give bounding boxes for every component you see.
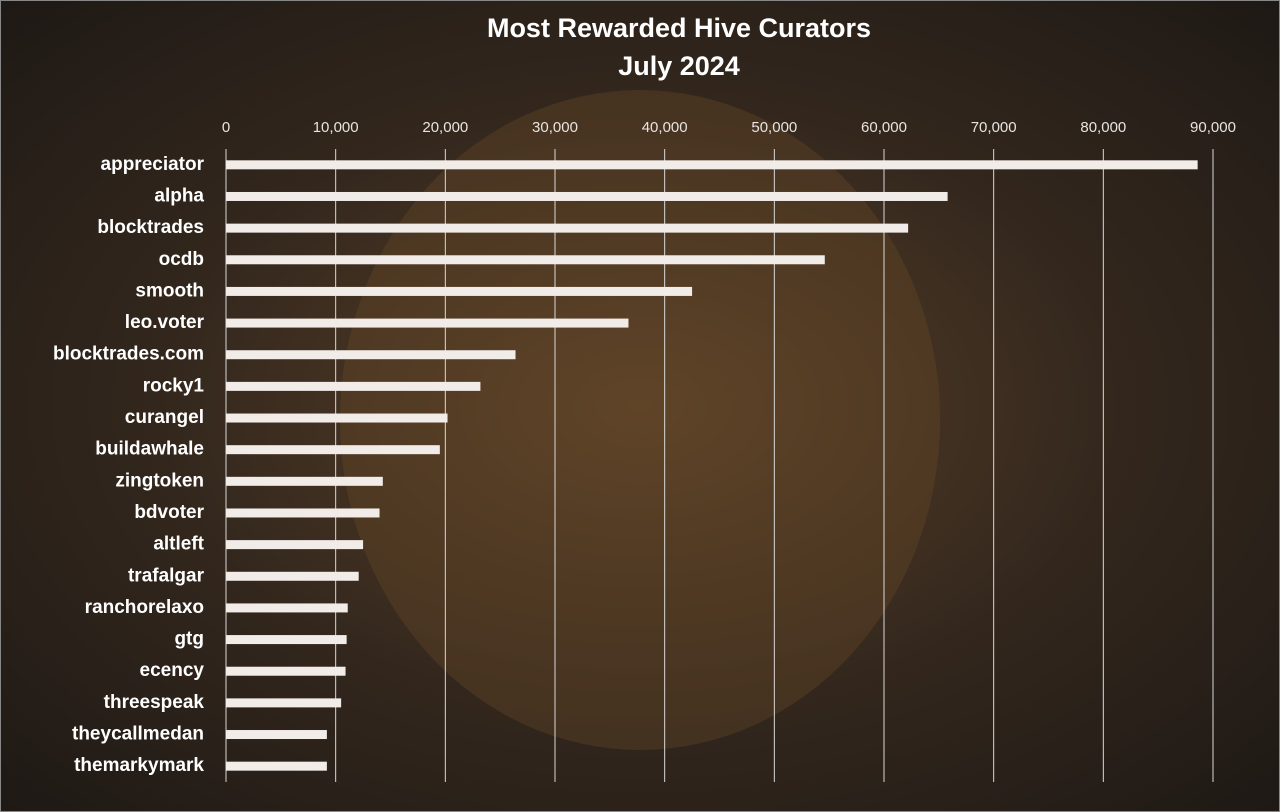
bar bbox=[226, 160, 1198, 170]
y-tick-label: trafalgar bbox=[128, 565, 205, 586]
x-tick-label: 10,000 bbox=[313, 119, 359, 136]
y-tick-label: bdvoter bbox=[134, 502, 204, 523]
bar bbox=[226, 666, 346, 676]
bar bbox=[226, 286, 693, 296]
chart-title: Most Rewarded Hive Curators bbox=[487, 13, 871, 43]
bar bbox=[226, 761, 327, 771]
x-tick-label: 70,000 bbox=[971, 119, 1017, 136]
x-tick-label: 20,000 bbox=[422, 119, 468, 136]
bar bbox=[226, 381, 481, 391]
bar bbox=[226, 223, 909, 233]
y-tick-label: buildawhale bbox=[95, 439, 204, 460]
x-tick-label: 50,000 bbox=[751, 119, 797, 136]
x-tick-label: 0 bbox=[222, 119, 230, 136]
y-tick-label: threespeak bbox=[104, 692, 205, 713]
y-tick-label: rocky1 bbox=[143, 375, 205, 396]
y-tick-label: themarkymark bbox=[74, 755, 204, 776]
y-tick-label: ranchorelaxo bbox=[85, 597, 204, 618]
y-tick-label: ecency bbox=[140, 660, 205, 681]
bar bbox=[226, 476, 383, 486]
bar bbox=[226, 191, 948, 201]
y-tick-label: smooth bbox=[135, 280, 204, 301]
x-tick-label: 80,000 bbox=[1080, 119, 1126, 136]
hive-shape bbox=[340, 90, 940, 750]
y-tick-label: curangel bbox=[125, 407, 204, 428]
bar bbox=[226, 635, 347, 645]
y-tick-label: leo.voter bbox=[125, 312, 205, 333]
y-tick-label: alpha bbox=[154, 185, 204, 206]
y-tick-label: blocktrades.com bbox=[53, 344, 204, 365]
x-tick-label: 60,000 bbox=[861, 119, 907, 136]
y-tick-label: gtg bbox=[174, 629, 204, 650]
bar bbox=[226, 698, 342, 708]
y-tick-label: theycallmedan bbox=[72, 724, 204, 745]
x-tick-label: 40,000 bbox=[642, 119, 688, 136]
y-tick-label: zingtoken bbox=[115, 470, 204, 491]
bar bbox=[226, 318, 629, 328]
bar bbox=[226, 413, 448, 423]
y-tick-label: ocdb bbox=[159, 249, 204, 270]
chart-subtitle: July 2024 bbox=[618, 51, 740, 81]
bar bbox=[226, 571, 359, 581]
x-tick-label: 90,000 bbox=[1190, 119, 1236, 136]
y-tick-label: altleft bbox=[153, 534, 204, 555]
bar bbox=[226, 730, 327, 740]
y-tick-label: appreciator bbox=[101, 154, 205, 175]
bar bbox=[226, 445, 440, 455]
bar bbox=[226, 508, 380, 518]
bar bbox=[226, 603, 348, 613]
bar bbox=[226, 540, 364, 550]
y-tick-label: blocktrades bbox=[97, 217, 204, 238]
bar bbox=[226, 350, 516, 360]
bar bbox=[226, 255, 825, 265]
x-tick-label: 30,000 bbox=[532, 119, 578, 136]
